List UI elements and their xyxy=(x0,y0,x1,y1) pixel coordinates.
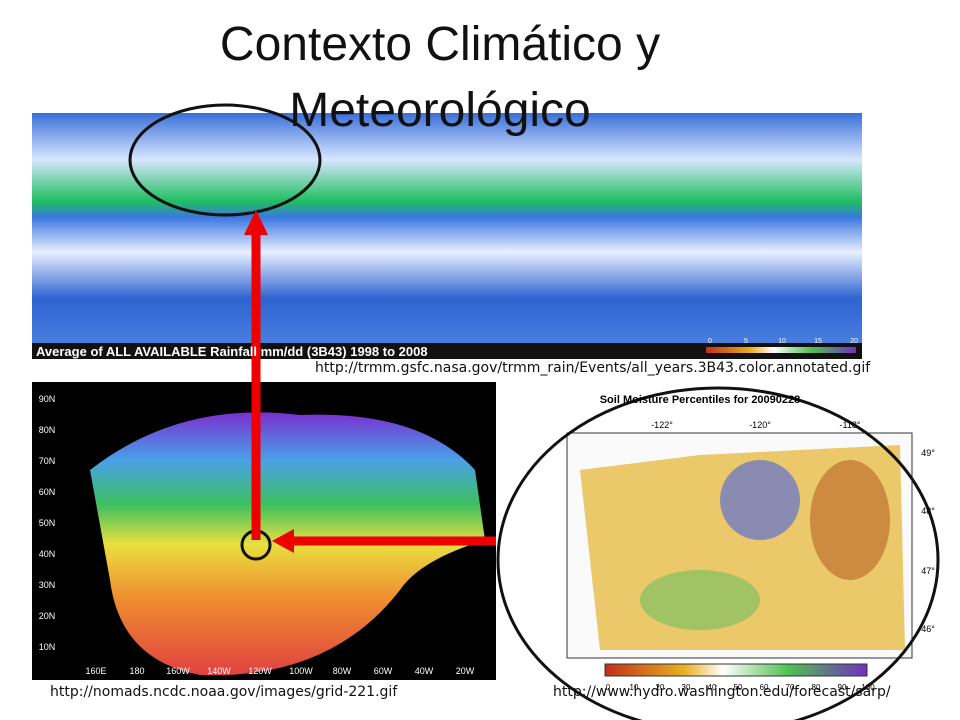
colorbar-tick: 40 xyxy=(708,683,717,692)
colorbar-tick: 70 xyxy=(786,683,795,692)
colorbar-tick: 10 xyxy=(630,683,639,692)
source-url: http://nomads.ncdc.noaa.gov/images/grid-… xyxy=(50,684,398,700)
colorbar-tick: 30 xyxy=(682,683,691,692)
lat-label: 48° xyxy=(921,506,935,516)
colorbar-tick: 15 xyxy=(814,338,822,345)
colorbar-tick: 0 xyxy=(606,683,611,692)
colorbar-tick: 10 xyxy=(778,338,786,345)
soil-map-title: Soil Moisture Percentiles for 20090228 xyxy=(600,394,801,406)
lon-label: 100W xyxy=(289,666,313,676)
colorbar-tick: 90 xyxy=(838,683,847,692)
lat-label: 60N xyxy=(39,487,56,497)
map-caption: Average of ALL AVAILABLE Rainfall mm/dd … xyxy=(36,344,428,359)
lat-label: 49° xyxy=(921,448,935,458)
grid-map xyxy=(32,382,496,680)
lon-label: 40W xyxy=(415,666,434,676)
colorbar-tick: 50 xyxy=(734,683,743,692)
rainfall-map xyxy=(32,113,862,359)
lon-label: 140W xyxy=(207,666,231,676)
annotations xyxy=(128,103,940,720)
lon-label: -120° xyxy=(749,420,771,430)
lat-label: 20N xyxy=(39,611,56,621)
lon-label: 160W xyxy=(166,666,190,676)
lat-label: 90N xyxy=(39,394,56,404)
colorbar-tick: 20 xyxy=(656,683,665,692)
lat-label: 40N xyxy=(39,549,56,559)
slide-title: Contexto Climático y Meteorológico xyxy=(219,18,661,137)
lon-label: -122° xyxy=(651,420,673,430)
lon-label: -118° xyxy=(840,420,861,430)
lat-label: 10N xyxy=(39,642,56,652)
lon-label: 160E xyxy=(85,666,106,676)
colorbar-tick: 0 xyxy=(708,338,712,345)
lon-label: 60W xyxy=(374,666,393,676)
lat-label: 50N xyxy=(39,518,56,528)
colorbar-tick: 80 xyxy=(812,683,821,692)
source-url: http://trmm.gsfc.nasa.gov/trmm_rain/Even… xyxy=(315,360,871,376)
colorbar-tick: 20 xyxy=(850,338,858,345)
map-labels: Average of ALL AVAILABLE Rainfall mm/dd … xyxy=(36,338,935,692)
lat-label: 46° xyxy=(921,624,935,634)
source-url: http://www.hydro.washington.edu/forecast… xyxy=(553,684,891,700)
soil-map xyxy=(566,432,913,677)
lon-label: 20W xyxy=(456,666,475,676)
lon-label: 120W xyxy=(248,666,272,676)
lon-label: 180 xyxy=(129,666,144,676)
lat-label: 47° xyxy=(921,566,935,576)
colorbar-tick: 5 xyxy=(744,338,748,345)
lat-label: 30N xyxy=(39,580,56,590)
lat-label: 70N xyxy=(39,456,56,466)
lat-label: 80N xyxy=(39,425,56,435)
colorbar-tick: 100 xyxy=(861,683,875,692)
colorbar-tick: 60 xyxy=(760,683,769,692)
lon-label: 80W xyxy=(333,666,352,676)
